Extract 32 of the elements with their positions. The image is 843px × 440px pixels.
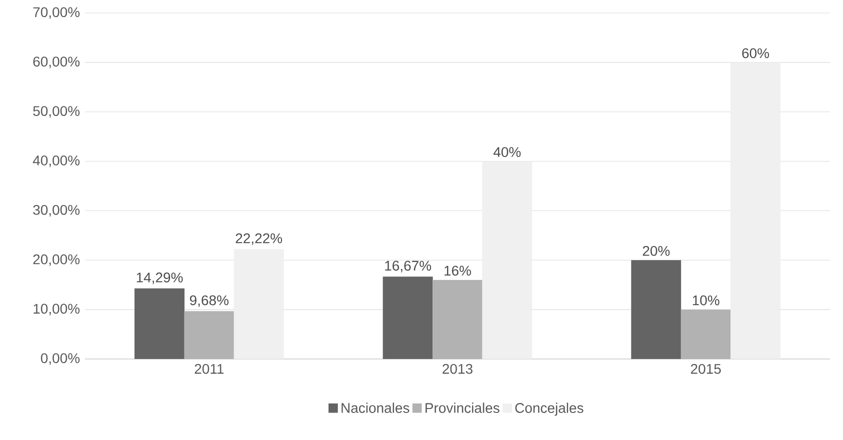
data-label: 10%	[692, 295, 720, 306]
bar	[730, 62, 780, 359]
bar	[382, 276, 433, 359]
bar	[680, 310, 731, 359]
x-tick-label: 2013	[442, 364, 472, 374]
data-label: 14,29%	[136, 272, 183, 284]
x-tick-label: 2015	[690, 364, 721, 374]
data-label: 40%	[493, 147, 521, 158]
y-tick-label: 50,00%	[33, 106, 80, 118]
bar	[184, 311, 234, 359]
data-label: 9,68%	[190, 295, 229, 307]
data-label: 16%	[444, 266, 471, 276]
bar	[134, 288, 184, 359]
y-tick-label: 0,00%	[40, 353, 80, 365]
legend-label: Nacionales	[342, 402, 410, 413]
y-tick-label: 60,00%	[33, 56, 80, 68]
y-tick-label: 20,00%	[33, 254, 80, 266]
bar	[432, 280, 482, 359]
x-tick-label: 2011	[194, 364, 224, 374]
data-label: 22,22%	[236, 233, 282, 245]
legend-label: Provinciales	[426, 402, 500, 413]
legend-label: Concejales	[515, 402, 584, 416]
data-label: 16,67%	[385, 260, 432, 272]
bar	[631, 260, 682, 359]
bar	[482, 161, 532, 359]
y-tick-label: 70,00%	[33, 7, 80, 19]
y-tick-label: 40,00%	[32, 156, 80, 168]
y-tick-label: 10,00%	[34, 304, 80, 316]
data-label: 60%	[742, 48, 769, 58]
bar	[234, 249, 284, 359]
data-label: 20%	[642, 246, 670, 256]
y-tick-label: 30,00%	[33, 204, 80, 217]
